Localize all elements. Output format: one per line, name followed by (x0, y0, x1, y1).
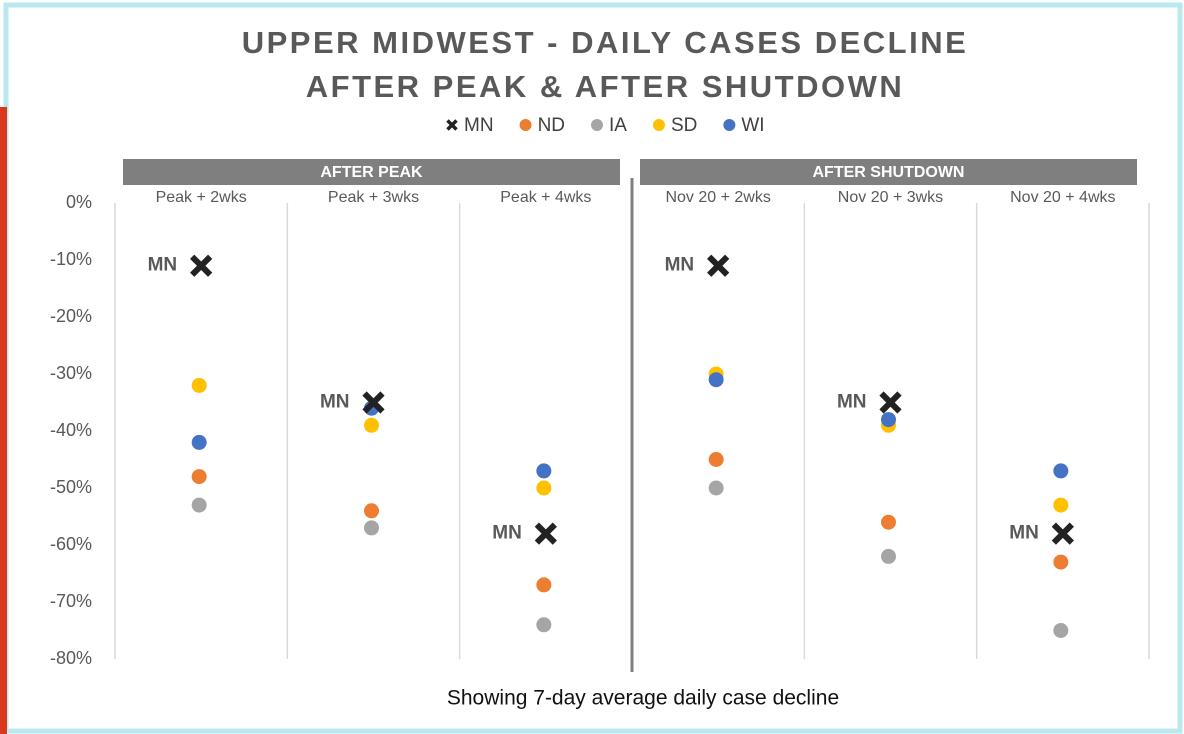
point-x (190, 254, 213, 277)
point (191, 469, 207, 485)
y-tick-label: -20% (50, 306, 92, 326)
point (708, 372, 724, 388)
point (536, 577, 552, 593)
point-label: MN (837, 392, 867, 413)
point-label: MN (320, 392, 350, 413)
chart-subtitle: AFTER PEAK & AFTER SHUTDOWN (306, 69, 905, 104)
point-label: MN (665, 255, 695, 276)
group-header-label: AFTER PEAK (320, 164, 423, 181)
legend-marker (652, 119, 665, 131)
y-tick-label: -10% (50, 249, 92, 269)
point (1053, 554, 1069, 570)
legend-marker (591, 119, 604, 131)
group-header (640, 159, 1137, 185)
caption: Showing 7-day average daily case decline (447, 687, 839, 710)
point (1053, 463, 1069, 479)
x-tick-label: Nov 20 + 4wks (1010, 189, 1115, 206)
point (364, 503, 379, 519)
point-x (707, 254, 730, 277)
y-tick-label: 0% (66, 192, 92, 212)
y-tick-label: -50% (50, 477, 92, 497)
group-header (123, 159, 620, 185)
legend-marker (446, 119, 458, 131)
x-tick-label: Peak + 2wks (156, 189, 247, 206)
point-x (362, 391, 385, 414)
frame (3, 2, 1183, 734)
chart-title: UPPER MIDWEST - DAILY CASES DECLINE (242, 25, 969, 60)
group-header-label: AFTER SHUTDOWN (813, 164, 965, 181)
point (881, 548, 896, 564)
x-tick-label: Peak + 3wks (328, 189, 419, 206)
point (881, 514, 896, 530)
legend-label: IA (609, 115, 627, 136)
point (364, 417, 379, 433)
point (191, 497, 207, 513)
point-label: MN (1009, 523, 1039, 544)
point-x (879, 391, 902, 414)
legend-label: MN (464, 115, 494, 136)
point (708, 452, 724, 467)
point (708, 480, 724, 496)
point (364, 520, 379, 536)
legend-label: ND (538, 115, 565, 136)
point (536, 463, 552, 479)
legend-label: WI (741, 115, 764, 136)
y-tick-label: -40% (50, 420, 92, 440)
point-x (534, 522, 557, 545)
point (881, 412, 896, 428)
x-tick-label: Nov 20 + 3wks (838, 189, 943, 206)
point (536, 480, 552, 496)
point (191, 377, 207, 393)
side-bar (0, 107, 7, 734)
point (1053, 623, 1069, 638)
y-tick-label: -30% (50, 363, 92, 383)
legend-marker (723, 119, 736, 131)
point-label: MN (492, 523, 522, 544)
y-tick-label: -60% (50, 534, 92, 554)
point-x (1051, 522, 1074, 545)
point-label: MN (148, 255, 178, 276)
y-tick-label: -80% (50, 648, 92, 668)
x-tick-label: Peak + 4wks (500, 189, 591, 206)
legend-marker (519, 119, 532, 131)
legend-label: SD (671, 115, 697, 136)
point (191, 434, 207, 450)
y-tick-label: -70% (50, 591, 92, 611)
x-tick-label: Nov 20 + 2wks (665, 189, 770, 206)
point (536, 617, 552, 633)
point (1053, 497, 1069, 513)
